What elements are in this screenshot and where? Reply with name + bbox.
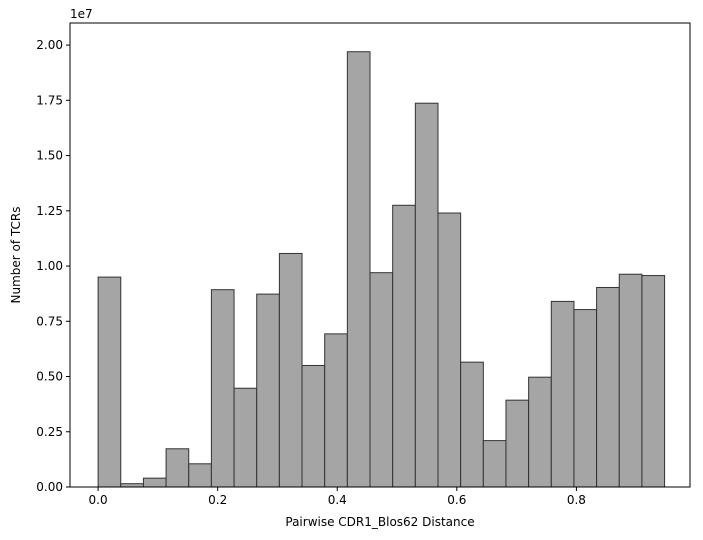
y-tick-label: 1.00 — [36, 259, 63, 273]
histogram-bar — [641, 275, 666, 488]
y-axis-offset-label: 1e7 — [70, 7, 93, 21]
y-tick-label: 0.00 — [36, 480, 63, 494]
x-axis: 0.0 0.2 0.4 0.6 0.8 — [89, 487, 586, 507]
histogram-bar — [528, 376, 552, 488]
histogram-bar — [346, 51, 371, 488]
y-tick-label: 0.25 — [36, 425, 63, 439]
y-axis-label: Number of TCRs — [9, 207, 23, 304]
x-tick-label: 0.6 — [447, 493, 466, 507]
histogram-bar — [414, 102, 439, 488]
histogram-bar — [618, 273, 643, 488]
histogram-bar — [210, 289, 235, 488]
histogram-bar — [505, 399, 530, 488]
histogram-bar — [437, 212, 462, 488]
histogram-bar — [278, 252, 303, 488]
histogram-bar — [482, 440, 507, 488]
histogram-bar — [97, 276, 122, 488]
histogram-bar — [369, 272, 394, 488]
histogram-bar — [142, 477, 167, 488]
histogram-bar — [550, 300, 575, 488]
y-tick-label: 2.00 — [36, 38, 63, 52]
histogram-bar — [392, 204, 416, 488]
histogram-bar — [596, 286, 620, 488]
histogram-bar — [165, 448, 190, 488]
histogram-bar — [233, 387, 258, 488]
histogram-bar — [460, 361, 484, 488]
histogram-bar — [573, 309, 598, 488]
histogram-bar — [324, 333, 348, 488]
x-tick-label: 0.4 — [328, 493, 347, 507]
bars-group — [97, 51, 666, 488]
y-tick-label: 1.25 — [36, 204, 63, 218]
y-tick-label: 0.75 — [36, 314, 63, 328]
y-tick-label: 1.50 — [36, 149, 63, 163]
y-tick-label: 1.75 — [36, 93, 63, 107]
y-axis: 0.00 0.25 0.50 0.75 1.00 1.25 1.50 1.75 2.00 — [36, 38, 70, 494]
plot-frame — [69, 22, 691, 488]
histogram-bar — [188, 463, 212, 488]
x-tick-label: 0.0 — [89, 493, 108, 507]
y-tick-label: 0.50 — [36, 370, 63, 384]
histogram-bar — [301, 364, 326, 488]
x-axis-label: Pairwise CDR1_Blos62 Distance — [285, 515, 474, 529]
x-tick-label: 0.2 — [208, 493, 227, 507]
x-tick-label: 0.8 — [567, 493, 586, 507]
histogram-bar — [256, 293, 280, 488]
